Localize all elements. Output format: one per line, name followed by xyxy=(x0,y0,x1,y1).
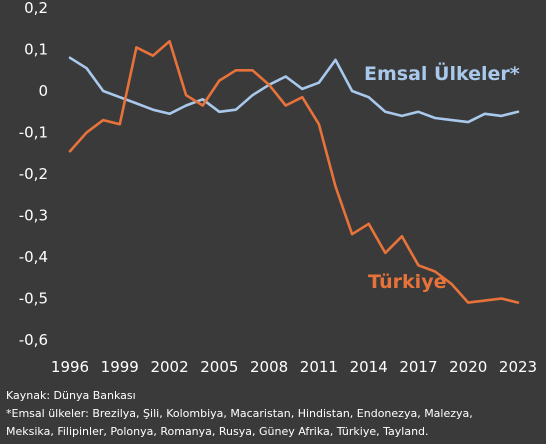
series-line-turkiye xyxy=(68,39,520,304)
source-note: Kaynak: Dünya Bankası xyxy=(6,389,136,402)
x-tick-label-2020: 2020 xyxy=(449,358,487,376)
y-tick-label-1: 0,1 xyxy=(24,41,48,59)
series-line-emsal-ulkeler xyxy=(68,56,520,124)
x-tick-label-2014: 2014 xyxy=(350,358,388,376)
footnote-line-2: Meksika, Filipinler, Polonya, Romanya, R… xyxy=(6,425,429,438)
x-tick-label-2005: 2005 xyxy=(200,358,238,376)
x-tick-label-1996: 1996 xyxy=(51,358,89,376)
x-tick-label-2002: 2002 xyxy=(150,358,188,376)
y-tick-label-8: -0,6 xyxy=(19,331,48,349)
y-tick-label-6: -0,4 xyxy=(19,248,48,266)
y-tick-label-4: -0,2 xyxy=(19,165,48,183)
y-tick-label-3: -0,1 xyxy=(19,124,48,142)
y-tick-label-7: -0,5 xyxy=(19,290,48,308)
x-tick-label-1999: 1999 xyxy=(101,358,139,376)
x-tick-label-2011: 2011 xyxy=(300,358,338,376)
x-tick-label-2023: 2023 xyxy=(499,358,537,376)
x-tick-label-2017: 2017 xyxy=(399,358,437,376)
y-tick-label-2: 0 xyxy=(38,82,48,100)
label-turkiye: Türkiye xyxy=(368,271,446,293)
x-tick-label-2008: 2008 xyxy=(250,358,288,376)
footnote-line-1: *Emsal ülkeler: Brezilya, Şili, Kolombiy… xyxy=(6,407,473,420)
y-tick-label-5: -0,3 xyxy=(19,207,48,225)
y-tick-label-0: 0,2 xyxy=(24,0,48,17)
label-emsal-ulkeler: Emsal Ülkeler* xyxy=(364,61,520,85)
chart-notes: Kaynak: Dünya Bankası *Emsal ülkeler: Br… xyxy=(6,387,546,441)
